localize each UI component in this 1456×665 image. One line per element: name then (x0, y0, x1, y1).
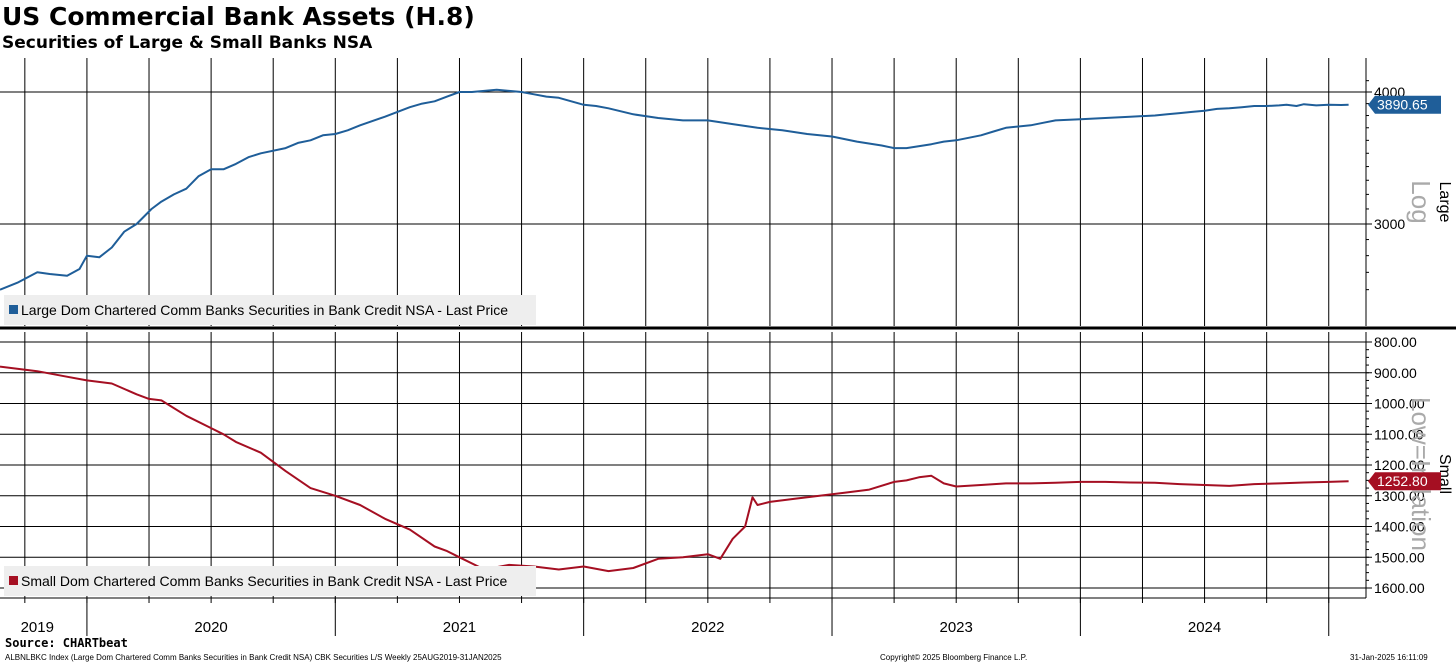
bottom-last-value-label: 1252.80 (1377, 473, 1428, 489)
top-legend: Large Dom Chartered Comm Banks Securitie… (4, 295, 536, 325)
top-panel-grid (0, 58, 1366, 326)
top-last-value-tag: 3890.65 (1368, 95, 1441, 114)
top-ytick-label: 3000 (1374, 216, 1405, 232)
bottom-legend-swatch (9, 576, 18, 585)
x-year-label: 2019 (21, 619, 54, 636)
bottom-ytick-label: 900.00 (1374, 365, 1417, 381)
bottom-ytick-label: 1300.00 (1374, 488, 1425, 504)
top-legend-bg (4, 295, 536, 325)
top-side-label: Large (1436, 182, 1453, 223)
timestamp: 31-Jan-2025 16:11:09 (1350, 653, 1428, 662)
small-banks-series-line (0, 365, 1349, 573)
bottom-y-axis: 800.00 900.00 1000.00 1100.00 1200.00 1300.00… (0, 332, 1425, 599)
chart-subtitle: Securities of Large & Small Banks NSA (2, 33, 373, 53)
bottom-series-group (0, 365, 1349, 573)
index-info: ALBNLBKC Index (Large Dom Chartered Comm… (5, 653, 502, 662)
x-year-label: 2023 (940, 619, 973, 636)
bottom-last-value-tag: 1252.80 (1368, 472, 1441, 491)
bottom-ytick-label: 1100.00 (1374, 426, 1424, 442)
bottom-ytick-label: 1400.00 (1374, 519, 1425, 535)
large-banks-series-line (0, 88, 1349, 291)
bottom-ytick-label: 1200.00 (1374, 457, 1425, 473)
x-axis: 2019 2020 2021 2022 2023 2024 (21, 598, 1330, 636)
source-label: Source: CHARTbeat (5, 636, 128, 650)
x-year-label: 2024 (1188, 619, 1221, 636)
bottom-legend-bg (4, 566, 536, 596)
x-year-label: 2020 (194, 619, 227, 636)
copyright: Copyright© 2025 Bloomberg Finance L.P. (880, 653, 1028, 662)
top-last-value-tag-shape (1368, 95, 1441, 114)
bottom-ytick-label: 1500.00 (1374, 549, 1425, 565)
x-year-label: 2022 (691, 619, 724, 636)
x-year-label: 2021 (443, 619, 476, 636)
chart-title: US Commercial Bank Assets (H.8) (2, 2, 475, 31)
top-series-group (0, 88, 1349, 291)
bottom-last-value-tag-shape (1368, 472, 1441, 491)
bottom-legend-label: Small Dom Chartered Comm Banks Securitie… (21, 573, 507, 589)
bottom-legend: Small Dom Chartered Comm Banks Securitie… (4, 566, 536, 596)
bottom-ytick-label: 1600.00 (1374, 580, 1425, 596)
top-last-value-label: 3890.65 (1377, 97, 1428, 113)
top-scale-label: Log (1406, 180, 1436, 223)
bottom-ytick-label: 1000.00 (1374, 396, 1425, 412)
bottom-ytick-label: 800.00 (1374, 334, 1417, 350)
top-legend-swatch (9, 305, 18, 314)
bottom-panel-grid (0, 332, 1366, 598)
top-legend-label: Large Dom Chartered Comm Banks Securitie… (21, 302, 508, 318)
